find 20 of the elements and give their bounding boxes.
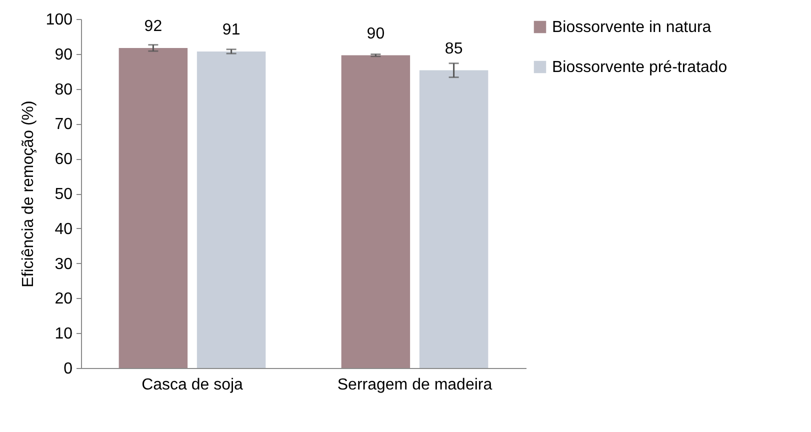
y-tick-label: 0 — [64, 360, 73, 378]
y-tick-label: 50 — [54, 186, 73, 203]
y-tick-label: 100 — [46, 12, 73, 28]
y-tick-label: 90 — [54, 46, 73, 64]
y-tick-label: 30 — [54, 256, 73, 273]
y-tick-label: 10 — [54, 326, 73, 343]
x-tick-label: Serragem de madeira — [337, 376, 492, 394]
data-label: 92 — [144, 18, 162, 35]
y-tick-label: 20 — [54, 290, 73, 308]
legend-label: Biossorvente pré-tratado — [552, 59, 728, 76]
x-tick-label: Casca de soja — [142, 376, 244, 394]
y-tick-label: 80 — [54, 81, 73, 98]
y-tick-label: 60 — [54, 151, 73, 168]
legend-label: Biossorvente in natura — [552, 19, 712, 36]
data-label: 90 — [366, 25, 385, 42]
y-tick-label: 70 — [54, 116, 73, 134]
y-axis-title: Eficiência de remoção (%) — [20, 100, 37, 288]
y-tick-label: 40 — [54, 220, 73, 238]
data-label: 85 — [444, 40, 463, 58]
data-label: 91 — [222, 21, 240, 38]
